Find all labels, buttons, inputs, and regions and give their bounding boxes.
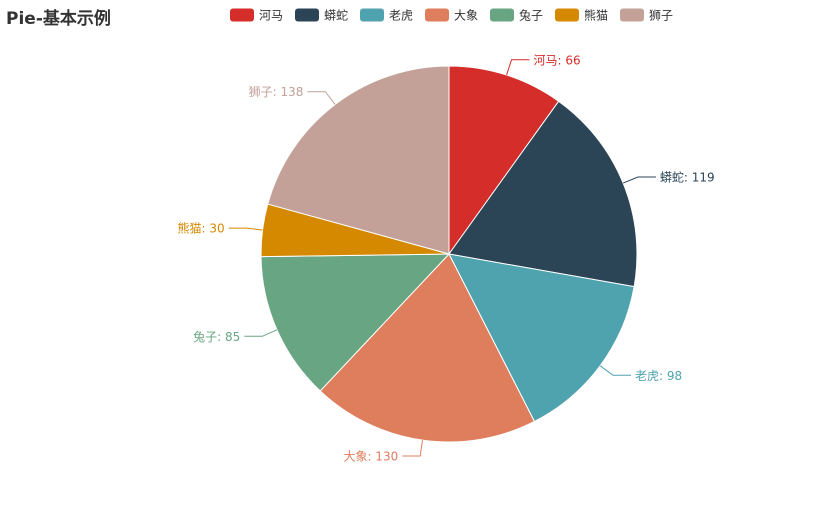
label-line	[599, 365, 632, 376]
legend-item[interactable]: 河马	[230, 8, 283, 23]
legend: 河马 蟒蛇 老虎 大象 兔子 熊猫 狮子	[230, 8, 673, 23]
label-line	[506, 59, 530, 76]
legend-swatch	[360, 8, 384, 22]
pie-slice[interactable]	[448, 65, 560, 256]
legend-item[interactable]: 熊猫	[555, 8, 608, 23]
legend-item[interactable]: 蟒蛇	[295, 8, 348, 23]
legend-label: 狮子	[649, 9, 673, 23]
label-line	[402, 440, 423, 457]
label-line	[622, 176, 656, 184]
label-line	[307, 91, 336, 105]
legend-label: 河马	[259, 9, 283, 23]
legend-swatch	[490, 8, 514, 22]
legend-label: 老虎	[389, 9, 413, 23]
legend-label: 蟒蛇	[324, 8, 348, 23]
legend-swatch	[555, 8, 579, 22]
slice-label: 蟒蛇: 119	[660, 170, 715, 185]
legend-swatch	[620, 8, 644, 22]
label-line	[244, 329, 278, 337]
slice-label: 老虎: 98	[635, 369, 682, 383]
slice-label: 狮子: 138	[249, 85, 304, 99]
pie-slice[interactable]	[267, 65, 450, 255]
legend-label: 熊猫	[584, 8, 608, 23]
pie-slice[interactable]	[260, 253, 451, 392]
legend-item[interactable]: 兔子	[490, 8, 543, 23]
slice-label: 熊猫: 30	[178, 221, 225, 236]
slice-label: 大象: 130	[343, 449, 398, 463]
label-line	[228, 227, 263, 231]
legend-swatch	[425, 8, 449, 22]
slice-label: 兔子: 85	[193, 329, 240, 344]
pie-slices	[260, 65, 638, 443]
chart-title: Pie-基本示例	[6, 8, 111, 29]
legend-item[interactable]: 老虎	[360, 8, 413, 23]
legend-label: 兔子	[519, 8, 543, 23]
legend-swatch	[230, 8, 254, 22]
pie-slice[interactable]	[448, 100, 638, 288]
slice-labels: 河马: 66 蟒蛇: 119 老虎: 98 大象: 130 兔子: 85 熊猫: 30 狮子…	[178, 53, 715, 463]
legend-item[interactable]: 大象	[425, 8, 478, 23]
legend-item[interactable]: 狮子	[620, 8, 673, 23]
legend-label: 大象	[454, 9, 478, 23]
pie-slice[interactable]	[319, 253, 536, 443]
slice-label: 河马: 66	[533, 53, 580, 67]
legend-swatch	[295, 8, 319, 22]
